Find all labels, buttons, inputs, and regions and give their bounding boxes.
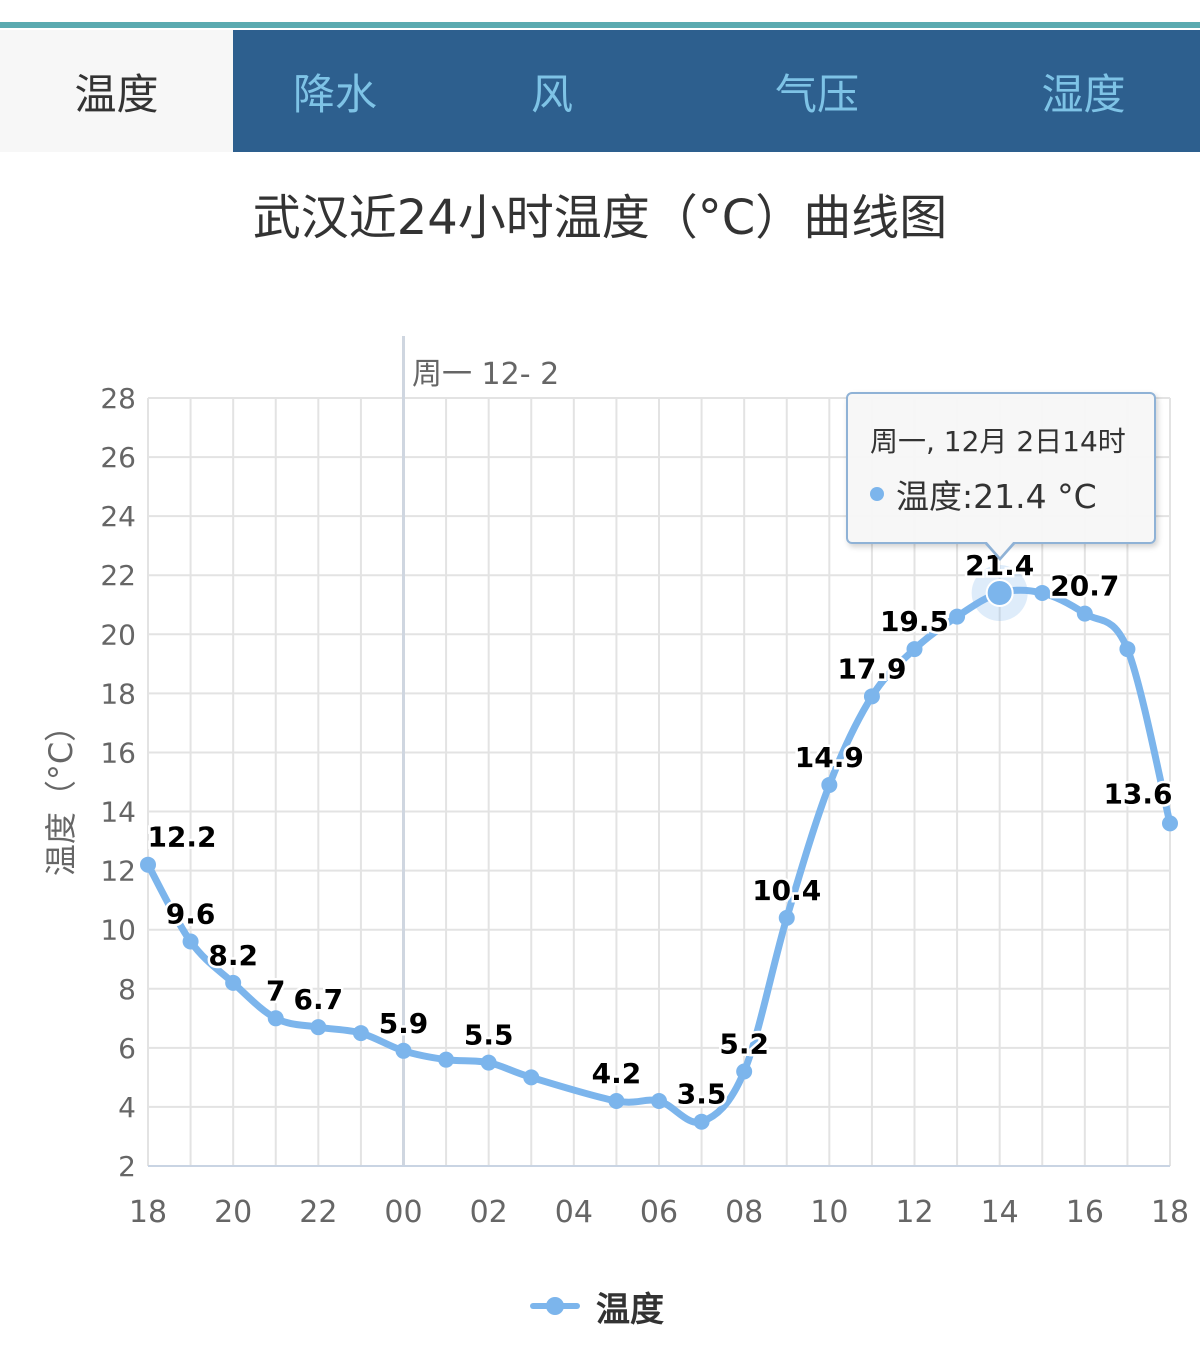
data-point [608,1093,625,1110]
data-point [225,974,242,991]
data-label: 6.7 [294,983,344,1016]
data-point [693,1113,710,1130]
y-tick-label: 16 [100,736,136,769]
tab-pressure[interactable]: 气压 [774,69,859,119]
tooltip-value: 温度:21.4 °C [896,477,1097,516]
top-strip [0,0,1200,30]
data-label: 13.6 [1103,777,1172,810]
tooltip: 周一, 12月 2日14时 温度:21.4 °C [846,392,1156,544]
tooltip-series-dot [870,487,884,501]
data-label: 8.2 [208,939,258,972]
data-point [778,909,795,926]
data-point [438,1051,455,1068]
y-tick-label: 24 [100,500,136,533]
x-tick-label: 04 [555,1195,593,1230]
data-label: 10.4 [752,874,821,907]
data-point [1119,641,1136,658]
y-tick-label: 22 [100,559,136,592]
y-tick-label: 4 [118,1091,136,1124]
tab-temperature[interactable]: 温度 [0,30,233,152]
data-labels: 12.2 9.6 8.27 6.7 5.9 5.5 4.2 3.5 5.2 10.4 14.9 17.… [145,546,1175,1113]
y-tick-label: 2 [118,1150,136,1183]
data-point [1162,815,1178,832]
x-tick-label: 00 [384,1195,422,1230]
data-point [523,1069,540,1086]
data-label: 5.2 [719,1027,769,1060]
tooltip-value-row: 温度:21.4 °C [870,470,1097,518]
data-label: 20.7 [1050,570,1119,603]
data-label: 17.9 [837,652,906,685]
legend-label: 温度 [596,1289,664,1330]
tab-humidity[interactable]: 湿度 [1041,69,1126,119]
date-marker-label: 周一 12- 2 [412,357,559,392]
legend-line-marker-icon [530,1284,580,1328]
y-tick-label: 20 [100,618,136,651]
data-point [267,1010,284,1027]
x-tick-label: 20 [214,1195,252,1230]
data-point [736,1063,753,1080]
y-tick-label: 12 [100,855,136,888]
x-tick-label: 14 [981,1195,1019,1230]
data-label: 5.9 [379,1007,429,1040]
x-tick-label: 08 [725,1195,763,1230]
data-point [1076,605,1093,622]
data-point [182,933,199,950]
data-point [863,688,880,705]
data-point [651,1093,667,1110]
data-point [1034,584,1051,601]
y-tick-label: 14 [100,796,136,829]
x-tick-label: 10 [810,1195,848,1230]
data-point [480,1054,497,1071]
y-tick-label: 6 [118,1032,136,1065]
data-label: 21.4 [965,549,1034,582]
y-tick-label: 10 [100,914,136,947]
data-label: 14.9 [795,741,864,774]
x-tick-label: 12 [895,1195,933,1230]
data-point [821,776,838,793]
data-label: 7 [266,974,285,1007]
legend-item-temperature[interactable]: 温度 [530,1284,664,1330]
data-label: 9.6 [166,898,216,931]
data-point [949,608,966,625]
top-accent-line [0,22,1200,28]
y-tick-label: 18 [100,677,136,710]
x-tick-label: 18 [129,1195,167,1230]
data-point [352,1025,369,1042]
x-tick-label: 18 [1151,1195,1189,1230]
chart-title: 武汉近24小时温度（°C）曲线图 [252,190,948,246]
x-tick-label: 06 [640,1195,678,1230]
data-label: 3.5 [677,1078,727,1111]
x-tick-label: 16 [1066,1195,1104,1230]
data-label: 19.5 [880,605,949,638]
x-tick-label: 02 [470,1195,508,1230]
tab-bar: 温度 降水 风 气压 湿度 [0,30,1200,152]
data-label: 12.2 [147,821,216,854]
y-tick-label: 28 [100,382,136,415]
data-label: 4.2 [592,1057,642,1090]
series-temperature [140,564,1178,1130]
y-tick-label: 26 [100,441,136,474]
data-point [310,1019,327,1036]
tooltip-arrow-inner [986,541,1014,557]
data-label: 5.5 [464,1019,514,1052]
y-tick-label: 8 [118,973,136,1006]
data-point-highlighted [985,578,1014,607]
tab-precipitation[interactable]: 降水 [292,69,377,119]
tooltip-date: 周一, 12月 2日14时 [870,425,1126,458]
data-point [395,1042,412,1059]
x-tick-label: 22 [299,1195,337,1230]
data-point [140,856,156,873]
data-point [906,641,923,658]
tab-wind[interactable]: 风 [530,69,573,119]
y-axis-label: 温度（°C） [42,710,80,876]
